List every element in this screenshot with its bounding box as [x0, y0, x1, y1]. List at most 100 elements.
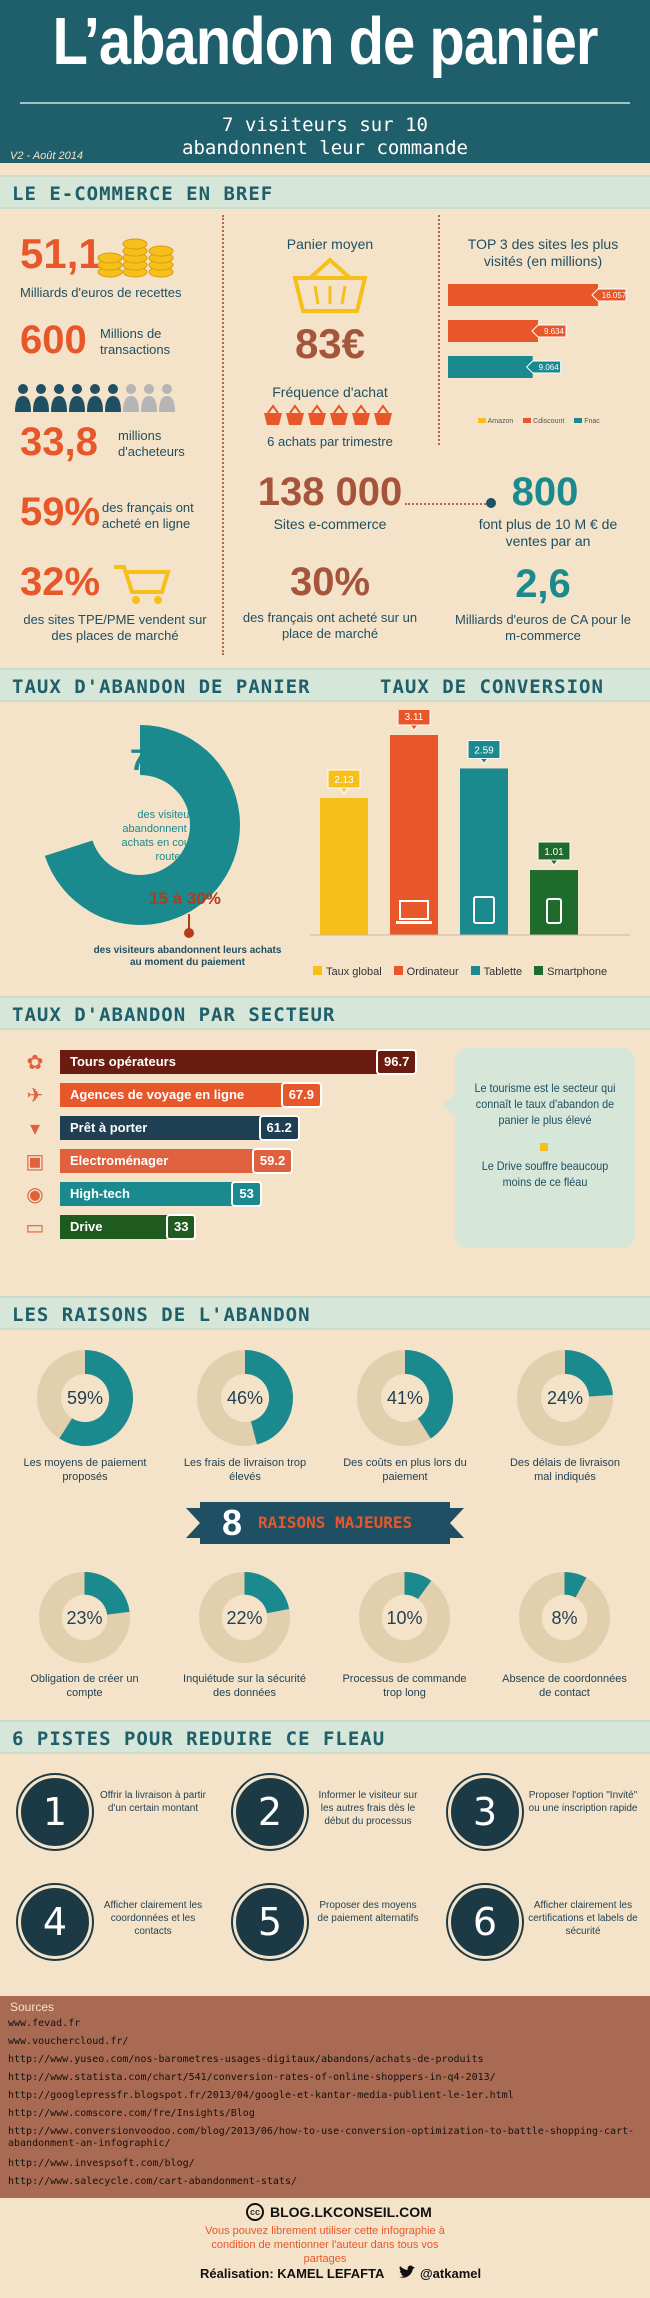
section-header-secteur: TAUX D'ABANDON PAR SECTEUR [0, 996, 650, 1030]
basket-icon [285, 256, 375, 316]
top3-value-tag [525, 360, 562, 374]
note-square [540, 1143, 548, 1151]
raison-donut [199, 1572, 290, 1663]
tablet-icon [473, 896, 495, 924]
blog-link[interactable]: BLOG.LKCONSEIL.COM [270, 2204, 432, 2220]
secteur-label: Tours opérateurs [70, 1054, 176, 1069]
secteur-bar: Agences de voyage en ligne [60, 1083, 285, 1107]
place-label: des français ont acheté sur un place de … [242, 610, 418, 641]
mini-basket-icon [308, 404, 326, 425]
mini-basket-icon [374, 404, 392, 425]
section-title-raisons: LES RAISONS DE L'ABANDON [12, 1304, 311, 1326]
banner-left-tail [186, 1508, 200, 1538]
section-header-raisons: LES RAISONS DE L'ABANDON [0, 1296, 650, 1330]
source-link[interactable]: http://www.yuseo.com/nos-barometres-usag… [8, 2054, 484, 2065]
raison-arc [405, 1350, 453, 1439]
legend-swatch [313, 966, 322, 975]
fonts-value: 800 [511, 470, 579, 514]
smartphone-icon [546, 898, 562, 924]
abandon-desc: des visiteurs abandonnent leurs achats e… [121, 809, 215, 863]
source-link[interactable]: www.vouchercloud.fr/ [8, 2036, 129, 2047]
secteur-label: High-tech [70, 1186, 130, 1201]
cc-icon: cc [246, 2203, 264, 2221]
mcommerce-label: Milliards d'euros de CA pour le m-commer… [455, 612, 631, 643]
wifi-icon: ◉ [26, 1184, 44, 1206]
raison-value: 22% [226, 1607, 263, 1628]
source-link[interactable]: http://www.salecycle.com/cart-abandonmen… [8, 2176, 297, 2187]
raison-value: 10% [386, 1607, 423, 1628]
section-title-conversion: TAUX DE CONVERSION [380, 676, 604, 698]
piste-number-badge: 4 [18, 1885, 92, 1959]
secteur-bar: High-tech [60, 1182, 236, 1206]
sites-value: 138 000 [257, 470, 403, 514]
secteur-value: 96.7 [376, 1049, 418, 1075]
piste-text: Proposer des moyens de paiement alternat… [317, 1900, 419, 1924]
raison-arc [565, 1350, 613, 1397]
legend-cdiscount: Cdiscount [533, 418, 565, 425]
source-link[interactable]: http://www.invespsoft.com/blog/ [8, 2158, 195, 2169]
conversion-bar [530, 870, 578, 935]
abandon-donut [44, 725, 240, 925]
abandon-pct: 70% [129, 744, 191, 777]
sites-label: Sites e-commerce [273, 516, 387, 532]
top3-value-tag [591, 288, 627, 302]
raison-label: Processus de commande trop long [342, 1673, 467, 1699]
secteur-label: Drive [70, 1219, 103, 1234]
tpe-value: 32% [20, 560, 101, 604]
top3-bar [448, 320, 538, 342]
raison-donut [359, 1572, 450, 1663]
source-link[interactable]: http://googlepressfr.blogspot.fr/2013/04… [8, 2090, 514, 2101]
conversion-value: 3.11 [405, 712, 424, 723]
mini-basket-icon [264, 404, 282, 425]
note-pointer [443, 1093, 455, 1117]
raison-donut [519, 1572, 610, 1663]
section-title: LE E-COMMERCE EN BREF [12, 183, 274, 205]
sources-panel [0, 1996, 650, 2198]
top3-chart: 16.057 9.634 9.064 [448, 284, 627, 378]
secteur-value: 61.2 [258, 1115, 300, 1141]
raison-arc [59, 1350, 133, 1446]
piste-number-badge: 5 [233, 1885, 307, 1959]
transactions-value: 600 [20, 318, 87, 362]
conversion-value: 2.59 [474, 745, 494, 756]
recettes-value: 51,1 [20, 230, 102, 277]
panier-value: 83€ [294, 320, 366, 367]
licence-text: Vous pouvez librement utiliser cette inf… [205, 2225, 445, 2265]
raison-arc [404, 1572, 432, 1600]
version-label: V2 - Août 2014 [10, 150, 83, 162]
abandon-range-desc: des visiteurs abandonnent leurs achats a… [93, 945, 282, 968]
abandon-range: 15 à 30% [149, 889, 221, 908]
raison-value: 8% [551, 1607, 578, 1628]
raison-arc [245, 1350, 293, 1445]
sources-title: Sources [10, 2000, 55, 2014]
secteur-value: 53 [231, 1181, 262, 1207]
conversion-chart: 2.13 3.11 2.59 1.01 [310, 710, 630, 936]
dot-marker [486, 498, 496, 508]
legend-swatch [470, 966, 480, 975]
panier-label: Panier moyen [286, 236, 374, 252]
piste-text: Afficher clairement les coordonnées et l… [103, 1900, 203, 1937]
secteur-note1: Le tourisme est le secteur qui connaît l… [474, 1081, 616, 1127]
top3-value: 9.634 [544, 327, 565, 336]
piste-number-badge: 2 [233, 1775, 307, 1849]
piste-text: Afficher clairement les certifications e… [528, 1900, 638, 1937]
raison-value: 46% [226, 1388, 264, 1408]
source-link[interactable]: www.fevad.fr [8, 2018, 81, 2029]
secteur-value: 33 [166, 1214, 197, 1240]
secteur-note2: Le Drive souffre beaucoup moins de ce fl… [481, 1159, 609, 1189]
top3-value: 16.057 [602, 291, 627, 300]
source-link[interactable]: http://www.statista.com/chart/541/conver… [8, 2072, 496, 2083]
secteur-label: Electroménager [70, 1153, 169, 1168]
source-link[interactable]: http://www.comscore.com/fre/Insights/Blo… [8, 2108, 255, 2119]
raison-label: Des coûts en plus lors du paiement [343, 1457, 467, 1483]
secteur-value: 59.2 [251, 1148, 294, 1174]
source-link[interactable]: http://www.conversionvoodoo.com/blog/201… [8, 2126, 635, 2149]
banner-raisons: 8 RAISONS MAJEURES [200, 1502, 450, 1544]
raison-label: Des délais de livraison mal indiqués [509, 1457, 621, 1483]
legend-label: Taux global [326, 966, 382, 978]
raison-arc [84, 1572, 130, 1615]
twitter-handle[interactable]: @atkamel [420, 2266, 482, 2281]
laptop-icon [399, 900, 429, 920]
pointer-line [188, 914, 190, 930]
section-header-ecommerce: LE E-COMMERCE EN BREF [0, 175, 650, 209]
